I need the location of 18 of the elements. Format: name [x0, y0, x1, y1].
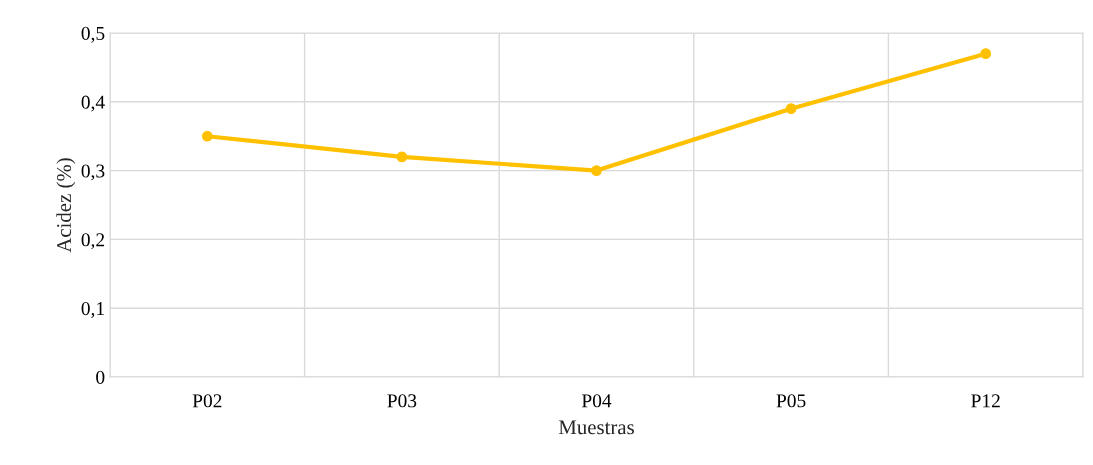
y-axis-title: Acidez (%)	[56, 158, 76, 253]
y-tick-label: 0,1	[81, 302, 104, 318]
x-tick-label: P12	[971, 394, 1000, 408]
point	[785, 103, 797, 115]
y-tick-label: 0,2	[81, 233, 105, 250]
y-tick-label: 0,4	[81, 95, 105, 112]
x-tick-label: P03	[387, 394, 417, 408]
y-tick-label: 0,3	[81, 164, 105, 181]
x-tick-label: P02	[192, 394, 222, 408]
x-axis-title: Muestras	[558, 420, 634, 435]
y-tick-label: 0,5	[81, 26, 105, 43]
x-tick-label: P04	[581, 394, 612, 408]
point	[980, 48, 992, 60]
y-tick-label: 0	[96, 370, 105, 384]
point	[201, 130, 213, 142]
point	[591, 165, 602, 176]
point	[396, 151, 408, 163]
x-tick-label: P05	[776, 394, 806, 408]
